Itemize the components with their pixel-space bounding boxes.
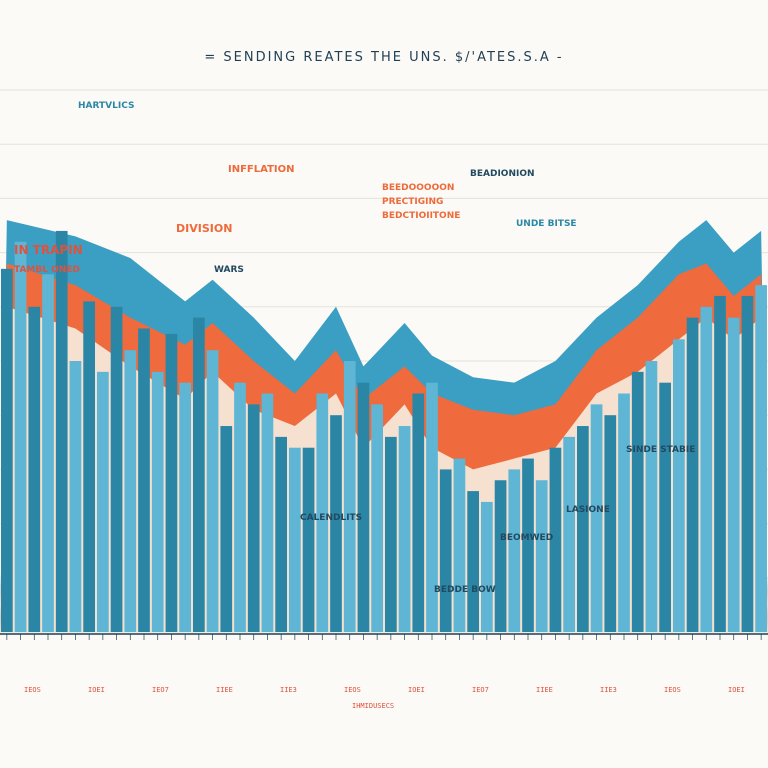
bar xyxy=(577,426,589,632)
bar xyxy=(467,491,479,632)
bar xyxy=(618,393,630,632)
bar xyxy=(741,295,754,632)
bar xyxy=(755,285,767,632)
bar xyxy=(535,480,548,632)
bar-series xyxy=(1,230,767,633)
annotation-label: BEADIONION xyxy=(470,169,535,179)
bar xyxy=(165,333,178,632)
bottom-note: IHMIDUSECS xyxy=(352,702,394,710)
bar xyxy=(686,317,699,632)
x-tick-label: IOEI xyxy=(88,686,105,694)
x-tick-label: IEOS xyxy=(664,686,681,694)
bar xyxy=(1,268,13,632)
bar xyxy=(138,328,150,632)
bar xyxy=(220,426,233,632)
annotation-label: DIVISION xyxy=(176,222,232,235)
x-tick-label: IEOS xyxy=(344,686,361,694)
bar xyxy=(55,230,68,633)
bar xyxy=(330,415,342,632)
chart-title: = SENDING REATES THE UNS. $/'ATES.S.A - xyxy=(204,50,564,65)
bar xyxy=(42,274,54,632)
bar xyxy=(590,404,603,632)
bar xyxy=(453,458,466,632)
bar xyxy=(371,404,383,632)
bar xyxy=(69,361,82,632)
bar xyxy=(261,393,274,632)
annotations: HARTVLICS IN TRAPIN TAMBL ONED DIVISION WARS… xyxy=(14,101,695,595)
annotation-label: PRECTIGING xyxy=(382,197,443,207)
annotation-label: CALENDLITS xyxy=(300,513,362,523)
bar xyxy=(549,447,562,632)
annotation-label: INFFLATION xyxy=(228,164,295,175)
bar xyxy=(714,295,726,632)
x-tick-label: IEO7 xyxy=(472,686,489,694)
bar xyxy=(110,306,123,632)
x-tick-label: IIEE xyxy=(536,686,553,694)
bar xyxy=(508,469,521,632)
bar xyxy=(398,426,411,632)
bar xyxy=(645,361,658,632)
x-tick-label: IEO7 xyxy=(152,686,169,694)
bar xyxy=(343,361,356,632)
annotation-label: BEDCTIOIITONE xyxy=(382,211,460,221)
annotation-label: SINDE STABIE xyxy=(626,445,695,455)
bar xyxy=(673,339,685,632)
annotation-label: LASIONE xyxy=(566,505,610,515)
x-axis: IEOS IOEI IEO7 IIEE IIE3 IEOS IOEI IEO7 IIEE IIE3… xyxy=(0,633,768,710)
bar xyxy=(494,480,507,632)
x-tick-label: IIE3 xyxy=(600,686,617,694)
bar xyxy=(700,306,713,632)
bar xyxy=(247,404,260,632)
annotation-label: WARS xyxy=(214,265,244,275)
x-tick-label: IEOS xyxy=(24,686,41,694)
annotation-label: TAMBL ONED xyxy=(14,265,80,275)
bar xyxy=(28,306,41,632)
annotation-label: BEDDE BOW xyxy=(434,585,496,595)
bar xyxy=(604,415,617,632)
bar xyxy=(234,382,246,632)
bar xyxy=(659,382,671,632)
bar xyxy=(83,301,95,632)
x-tick-label: IOEI xyxy=(728,686,745,694)
bar xyxy=(439,469,452,632)
bar xyxy=(302,447,315,632)
bar xyxy=(316,393,329,632)
annotation-label: UNDE BITSE xyxy=(516,219,577,229)
annotation-label: HARTVLICS xyxy=(78,101,134,111)
bar xyxy=(481,501,493,632)
bar xyxy=(289,447,301,632)
annotation-label: IN TRAPIN xyxy=(14,243,83,257)
x-tick-label: IIEE xyxy=(216,686,233,694)
x-tick-label: IIE3 xyxy=(280,686,297,694)
bar xyxy=(631,371,644,632)
bar xyxy=(179,382,191,632)
bar xyxy=(275,436,287,632)
bar xyxy=(124,350,137,632)
bar xyxy=(522,458,534,632)
area-bands xyxy=(0,220,768,632)
bar xyxy=(14,241,27,632)
bar xyxy=(97,371,109,632)
bar xyxy=(357,382,370,632)
bar xyxy=(727,317,740,632)
bar xyxy=(193,317,205,632)
bar xyxy=(385,436,397,632)
x-tick-label: IOEI xyxy=(408,686,425,694)
annotation-label: BEEDOOOOON xyxy=(382,183,454,193)
band-cream xyxy=(0,306,768,632)
bar xyxy=(426,382,438,632)
annotation-label: BEOMWED xyxy=(500,533,553,543)
bar xyxy=(412,393,425,632)
bar xyxy=(206,350,219,632)
bar xyxy=(563,436,575,632)
bar xyxy=(151,371,164,632)
